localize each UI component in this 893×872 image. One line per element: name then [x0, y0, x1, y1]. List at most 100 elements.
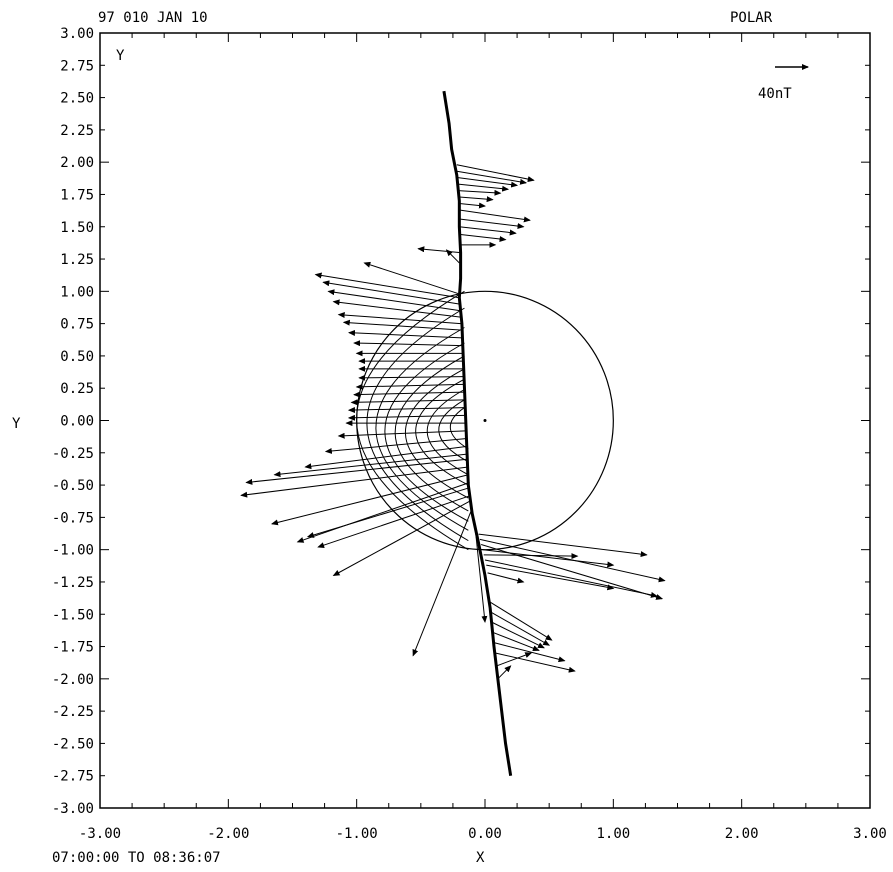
axis-ticks [99, 32, 871, 809]
x-tick-label: -1.00 [336, 826, 378, 842]
y-tick-label: 2.50 [60, 91, 94, 107]
y-tick-label: -2.00 [52, 672, 94, 688]
field-vector [456, 164, 535, 183]
field-vector [497, 665, 512, 680]
y-tick-label: 0.50 [60, 349, 94, 365]
y-tick-labels: 3.00 2.75 2.50 2.25 2.00 1.75 1.50 1.25 1.00 0.75… [52, 26, 94, 817]
field-vector [496, 652, 533, 667]
date-label: 97 010 JAN 10 [98, 10, 208, 26]
x-tick-label: 3.00 [853, 826, 887, 842]
x-tick-label: 0.00 [468, 826, 502, 842]
field-vector [355, 383, 464, 390]
field-vector [347, 329, 462, 339]
y-axis-label: Y [12, 416, 21, 432]
field-vector [445, 249, 460, 264]
field-vector [342, 319, 462, 331]
field-vector [458, 189, 502, 196]
field-vector [492, 631, 540, 652]
field-vector [327, 289, 461, 312]
spacecraft-label: POLAR [730, 10, 773, 26]
field-vector [240, 466, 469, 498]
scale-label: 40nT [758, 86, 792, 102]
x-tick-label: 2.00 [725, 826, 759, 842]
field-vector [417, 246, 461, 254]
field-vector [353, 391, 465, 398]
field-vector [493, 642, 566, 663]
field-vectors [240, 164, 666, 680]
field-vector [317, 494, 472, 549]
y-tick-label: -2.25 [52, 704, 94, 720]
field-vector [457, 183, 510, 192]
y-tick-label: 2.00 [60, 155, 94, 171]
field-vector [489, 611, 551, 646]
corner-axis-label: Y [116, 48, 125, 64]
field-vector [459, 209, 531, 223]
field-vector [347, 407, 465, 414]
orbit-track [442, 90, 513, 776]
y-tick-label: -1.25 [52, 575, 94, 591]
x-axis-label: X [476, 850, 485, 866]
field-vector [273, 453, 468, 478]
field-vector [459, 202, 486, 209]
y-tick-label: -1.75 [52, 640, 94, 656]
y-tick-label: -3.00 [52, 801, 94, 817]
field-vector [487, 572, 525, 584]
y-tick-label: -1.00 [52, 543, 94, 559]
field-vector [332, 500, 472, 576]
field-vector [478, 533, 648, 558]
field-vector [486, 564, 615, 591]
field-vector [363, 261, 460, 295]
field-vector [324, 438, 466, 454]
y-tick-label: 3.00 [60, 26, 94, 42]
y-tick-label: -0.50 [52, 478, 94, 494]
field-vector [245, 458, 468, 485]
field-vector [353, 340, 462, 347]
y-tick-label: 1.25 [60, 252, 94, 268]
field-vector [483, 553, 579, 560]
field-vector [460, 234, 507, 242]
field-vector [314, 272, 460, 299]
field-line [404, 368, 469, 499]
field-line [366, 307, 469, 542]
x-tick-label: -3.00 [79, 826, 121, 842]
y-tick-label: -0.75 [52, 510, 94, 526]
field-vector [459, 218, 525, 230]
field-vector [488, 600, 553, 641]
field-vector [484, 559, 658, 598]
field-line [384, 342, 469, 522]
field-vector [306, 487, 470, 538]
field-vector [304, 445, 468, 470]
field-vector [332, 299, 461, 318]
field-vector [456, 170, 528, 185]
time-range-label: 07:00:00 TO 08:36:07 [52, 850, 221, 866]
x-tick-label: 1.00 [596, 826, 630, 842]
y-tick-label: 1.75 [60, 187, 94, 203]
field-vector [495, 652, 576, 673]
field-vector [482, 549, 615, 568]
field-vector [322, 280, 461, 305]
y-tick-label: 0.25 [60, 381, 94, 397]
y-tick-label: 2.25 [60, 123, 94, 139]
field-vector [459, 196, 494, 203]
y-tick-label: -2.50 [52, 736, 94, 752]
x-tick-labels: -3.00 -2.00 -1.00 0.00 1.00 2.00 3.00 [79, 826, 887, 842]
field-vector [270, 474, 469, 526]
field-vector [491, 621, 545, 649]
field-vector [412, 508, 473, 657]
field-vector [296, 482, 470, 543]
orbit-line [442, 90, 513, 776]
field-vector [457, 177, 519, 188]
x-tick-label: -2.00 [207, 826, 249, 842]
y-tick-label: -0.25 [52, 446, 94, 462]
y-tick-label: 2.75 [60, 58, 94, 74]
field-vector [337, 312, 461, 325]
field-line [375, 327, 469, 531]
y-tick-label: 1.00 [60, 284, 94, 300]
earth-circle-group [356, 290, 614, 551]
y-tick-label: -1.50 [52, 607, 94, 623]
field-vector [474, 523, 488, 623]
field-vector [350, 399, 465, 406]
origin-dot [483, 419, 487, 422]
y-tick-label: 1.50 [60, 220, 94, 236]
